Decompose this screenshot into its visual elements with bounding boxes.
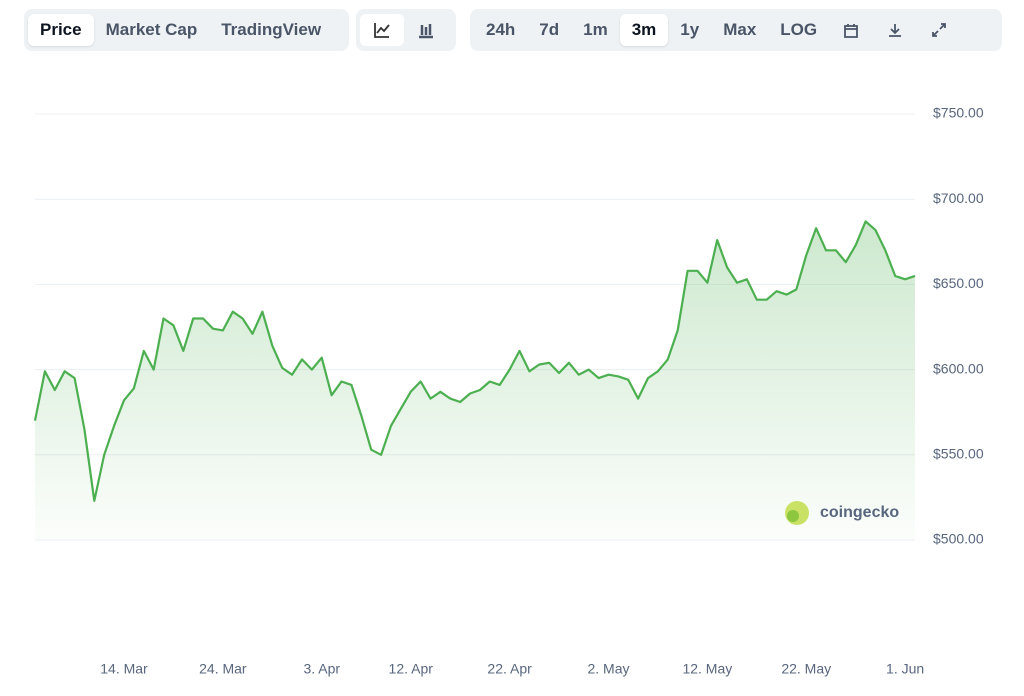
x-tick-label: 22. May xyxy=(781,661,831,677)
icon-button[interactable] xyxy=(917,14,961,46)
line-icon xyxy=(374,23,390,38)
icon-button[interactable] xyxy=(829,14,873,46)
tab-button[interactable]: Price xyxy=(28,14,94,46)
watermark-text: coingecko xyxy=(820,504,899,521)
line-chart-button[interactable] xyxy=(360,14,404,46)
y-tick-label: $500.00 xyxy=(933,531,984,547)
tab-button[interactable]: TradingView xyxy=(221,20,322,39)
tab-button[interactable]: Max xyxy=(723,20,757,39)
tab-button[interactable]: 24h xyxy=(486,20,516,39)
tab-button[interactable]: Market Cap xyxy=(105,20,198,39)
candle-chart-button[interactable] xyxy=(404,14,448,46)
candle-icon xyxy=(419,24,433,39)
view-tabs: Price Market Cap TradingView xyxy=(24,9,349,51)
icon xyxy=(889,24,902,37)
price-area xyxy=(35,221,915,540)
icon xyxy=(844,24,859,38)
x-tick-label: 14. Mar xyxy=(100,661,148,677)
watermark-logo-detail xyxy=(787,510,799,522)
range-tabs: 24h 7d 1m 3m 1y Max LOG xyxy=(470,9,1002,51)
watermark: coingecko xyxy=(785,501,899,525)
x-tick-label: 12. May xyxy=(682,661,732,677)
x-tick-label: 2. May xyxy=(587,661,629,677)
tab-button[interactable]: LOG xyxy=(780,20,818,39)
tab-button[interactable]: 1y xyxy=(680,20,700,39)
tab-button[interactable]: 3m xyxy=(619,14,669,46)
y-tick-label: $750.00 xyxy=(933,105,984,121)
icon-button[interactable] xyxy=(873,14,917,46)
tab-button[interactable]: 1m xyxy=(583,20,608,39)
x-tick-label: 1. Jun xyxy=(886,661,924,677)
x-tick-label: 22. Apr xyxy=(487,661,532,677)
x-tick-label: 24. Mar xyxy=(199,661,247,677)
y-tick-label: $650.00 xyxy=(933,275,984,291)
y-tick-label: $700.00 xyxy=(933,190,984,206)
icon xyxy=(932,23,947,37)
y-tick-label: $600.00 xyxy=(933,360,984,376)
chart-type-tabs xyxy=(356,9,456,51)
price-line xyxy=(33,220,916,502)
y-tick-label: $550.00 xyxy=(933,446,984,462)
tab-button[interactable]: 7d xyxy=(539,20,560,39)
x-tick-label: 12. Apr xyxy=(389,661,434,677)
x-tick-label: 3. Apr xyxy=(303,661,340,677)
